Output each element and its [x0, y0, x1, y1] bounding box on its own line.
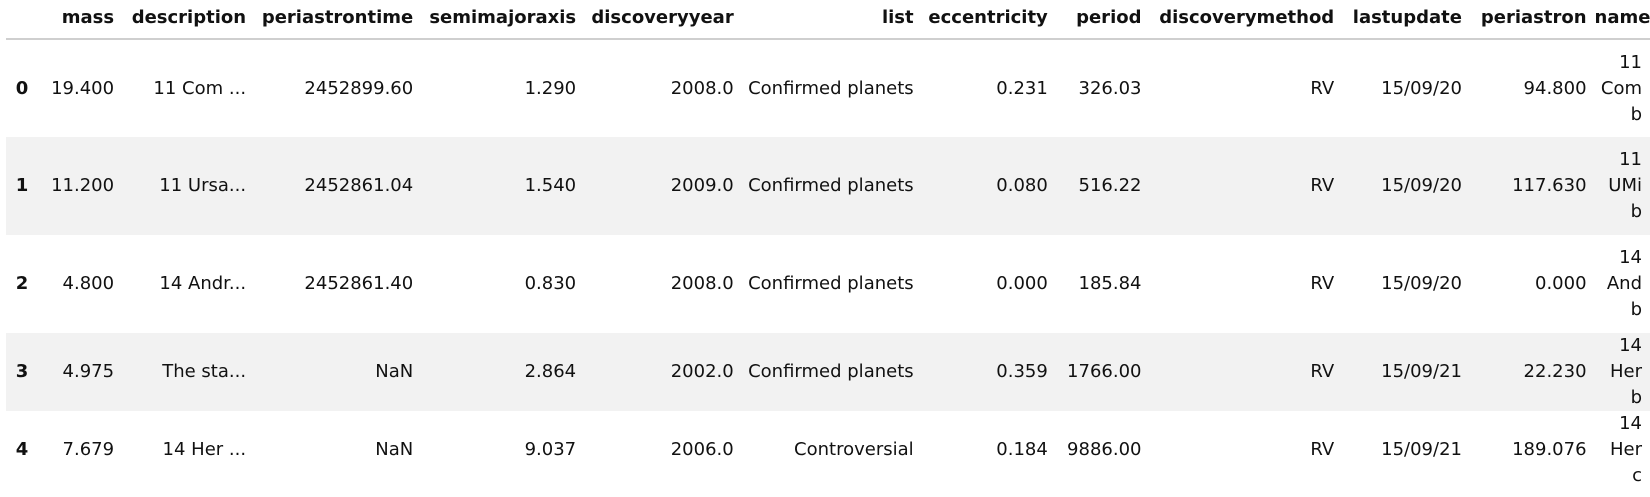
dataframe-table: mass description periastrontime semimajo…: [6, 0, 1650, 489]
column-header-description: description: [122, 0, 255, 40]
table-row: 0 19.400 11 Com ... 2452899.60 1.290 200…: [6, 39, 1650, 137]
cell-periastrontime: 2452899.60: [304, 77, 414, 99]
cell-semimajoraxis: 9.037: [524, 439, 577, 460]
column-header-discoverymethod: discoverymethod: [1149, 0, 1343, 40]
cell-list: Confirmed planets: [748, 175, 914, 196]
cell-periastron: 189.076: [1512, 439, 1587, 460]
row-index: 3: [15, 361, 29, 382]
header-row: mass description periastrontime semimajo…: [6, 0, 1650, 40]
cell-period: 9886.00: [1067, 439, 1142, 460]
cell-periastrontime: NaN: [375, 361, 414, 382]
row-index: 0: [15, 77, 29, 99]
cell-discoverymethod: RV: [1310, 439, 1335, 460]
cell-name: 14 And b: [1606, 247, 1642, 320]
cell-discoveryyear: 2002.0: [670, 361, 734, 382]
cell-periastron: 94.800: [1523, 77, 1587, 99]
cell-discoverymethod: RV: [1310, 273, 1335, 294]
table-row: 2 4.800 14 Andr... 2452861.40 0.830 2008…: [6, 235, 1650, 333]
cell-mass: 7.679: [62, 439, 115, 460]
cell-name: 11 UMi b: [1608, 149, 1642, 222]
cell-semimajoraxis: 1.290: [524, 77, 577, 99]
column-header-semimajoraxis: semimajoraxis: [421, 0, 585, 40]
table-row: 3 4.975 The sta... NaN 2.864 2002.0 Conf…: [6, 333, 1650, 411]
cell-name: 11 Com b: [1600, 51, 1642, 125]
cell-periastron: 117.630: [1512, 175, 1587, 196]
row-index: 1: [15, 175, 29, 196]
cell-description: 14 Her ...: [162, 439, 247, 460]
cell-mass: 19.400: [51, 77, 115, 99]
cell-lastupdate: 15/09/20: [1381, 77, 1462, 99]
cell-periastron: 0.000: [1535, 273, 1587, 294]
cell-periastrontime: 2452861.40: [304, 273, 414, 294]
cell-discoverymethod: RV: [1310, 361, 1335, 382]
cell-discoveryyear: 2006.0: [670, 439, 734, 460]
column-header-discoveryyear: discoveryyear: [584, 0, 742, 40]
cell-list: Confirmed planets: [748, 361, 914, 382]
column-header-lastupdate: lastupdate: [1342, 0, 1470, 40]
cell-eccentricity: 0.000: [996, 273, 1048, 294]
cell-description: 11 Ursa...: [159, 175, 247, 196]
cell-description: The sta...: [162, 361, 247, 382]
cell-eccentricity: 0.184: [996, 439, 1048, 460]
cell-mass: 4.800: [62, 273, 115, 294]
column-header-periastrontime: periastrontime: [254, 0, 422, 40]
cell-periastrontime: NaN: [375, 439, 414, 460]
cell-lastupdate: 15/09/20: [1381, 273, 1462, 294]
table-row: 4 7.679 14 Her ... NaN 9.037 2006.0 Cont…: [6, 411, 1650, 489]
cell-discoverymethod: RV: [1310, 77, 1335, 99]
cell-name: 14 Her b: [1609, 335, 1642, 408]
cell-eccentricity: 0.080: [996, 175, 1048, 196]
cell-period: 185.84: [1078, 273, 1142, 294]
cell-semimajoraxis: 1.540: [524, 175, 577, 196]
cell-periastrontime: 2452861.04: [304, 175, 414, 196]
column-header-periastron: periastron: [1469, 0, 1595, 40]
cell-semimajoraxis: 0.830: [524, 273, 577, 294]
cell-list: Controversial: [794, 439, 914, 460]
cell-eccentricity: 0.359: [996, 361, 1048, 382]
cell-lastupdate: 15/09/21: [1381, 439, 1462, 460]
cell-lastupdate: 15/09/20: [1381, 175, 1462, 196]
column-header-name: name: [1594, 0, 1650, 40]
cell-mass: 4.975: [62, 361, 115, 382]
cell-period: 516.22: [1078, 175, 1142, 196]
cell-mass: 11.200: [51, 175, 115, 196]
cell-discoveryyear: 2009.0: [670, 175, 734, 196]
column-header-period: period: [1055, 0, 1150, 40]
cell-discoveryyear: 2008.0: [670, 77, 734, 99]
row-index: 2: [15, 273, 29, 294]
cell-description: 11 Com ...: [153, 77, 247, 99]
column-header-list: list: [741, 0, 922, 40]
cell-period: 1766.00: [1067, 361, 1142, 382]
table-row: 1 11.200 11 Ursa... 2452861.04 1.540 200…: [6, 137, 1650, 235]
cell-lastupdate: 15/09/21: [1381, 361, 1462, 382]
cell-period: 326.03: [1078, 77, 1142, 99]
cell-description: 14 Andr...: [159, 273, 247, 294]
column-header-mass: mass: [37, 0, 123, 40]
column-header-eccentricity: eccentricity: [921, 0, 1056, 40]
cell-periastron: 22.230: [1523, 361, 1587, 382]
cell-semimajoraxis: 2.864: [524, 361, 577, 382]
cell-list: Confirmed planets: [748, 273, 914, 294]
row-index: 4: [15, 439, 29, 460]
cell-eccentricity: 0.231: [996, 77, 1048, 99]
index-header: [6, 0, 38, 40]
cell-list: Confirmed planets: [748, 77, 914, 99]
cell-discoveryyear: 2008.0: [670, 273, 734, 294]
cell-name: 14 Her c: [1609, 413, 1642, 486]
cell-discoverymethod: RV: [1310, 175, 1335, 196]
